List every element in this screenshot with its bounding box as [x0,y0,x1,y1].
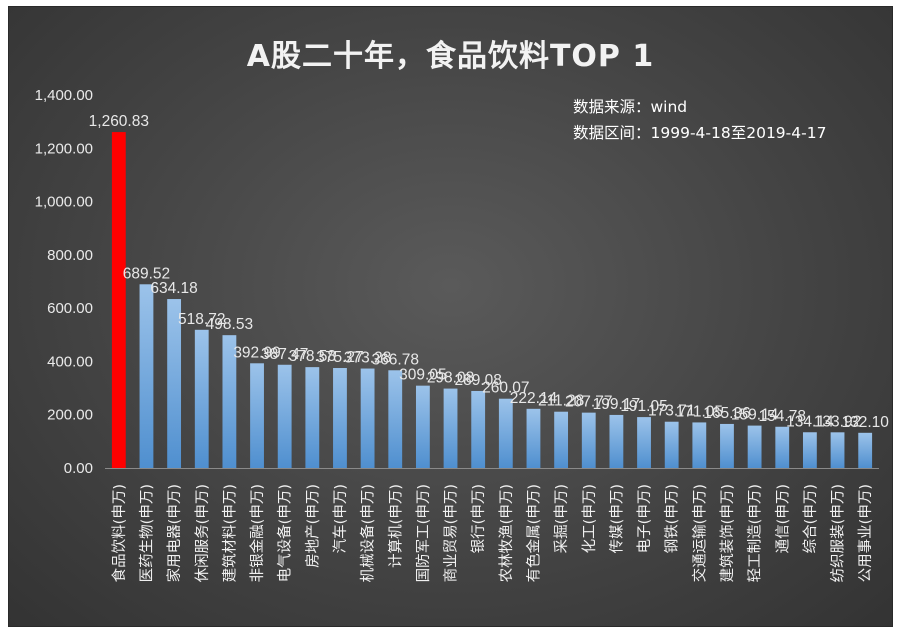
bar [167,299,182,468]
y-tick-label: 200.00 [47,407,93,424]
x-category-label: 通信(申万) [774,484,791,553]
y-tick-label: 0.00 [64,460,93,477]
data-label: 199.17 [593,396,640,413]
bar [609,414,624,468]
data-label: 378.58 [289,348,336,365]
x-category-label: 建筑装饰(申万) [719,484,736,582]
x-category-label: 有色金属(申万) [525,484,542,582]
x-category-label: 传媒(申万) [608,484,625,553]
bar [139,284,154,468]
y-tick-label: 1,000.00 [35,194,93,211]
bar [775,426,790,468]
x-category-label: 化工(申万) [581,484,598,553]
y-tick-label: 1,200.00 [35,140,93,157]
bar [333,368,347,468]
x-category-label: 建筑材料(申万) [221,484,238,582]
data-label: 207.77 [565,394,612,411]
data-label: 222.14 [510,390,558,407]
chart-title: A股二十年，食品饮料TOP 1 [246,39,655,74]
data-source-note: 数据来源：wind [573,98,688,116]
x-category-label: 食品饮料(申万) [111,484,128,582]
x-category-label: 综合(申万) [802,484,819,553]
x-category-label: 交通运输(申万) [690,484,708,582]
bar [277,364,292,468]
x-category-label: 商业贸易(申万) [443,484,460,582]
bar [443,388,458,468]
data-label: 132.10 [841,414,889,431]
data-label: 387.47 [261,346,308,363]
x-category-label: 轻工制造(申万) [747,484,764,582]
data-label: 173.71 [648,403,695,420]
x-category-label: 电子(申万) [636,484,653,553]
x-category-label: 机械设备(申万) [360,484,377,582]
y-tick-label: 1,400.00 [35,87,93,104]
x-category-label: 钢铁(申万) [664,484,681,553]
x-category-label: 农林牧渔(申万) [498,484,515,582]
data-label: 309.05 [399,367,446,384]
bar [720,423,734,468]
bar [637,417,651,468]
x-category-label: 纺织服装(申万) [830,484,847,582]
data-label: 392.99 [233,344,280,361]
bar [692,422,707,468]
bar [415,385,430,468]
x-category-label: 公用事业(申万) [857,484,874,582]
y-tick-label: 800.00 [47,247,93,264]
data-label: 134.14 [786,413,834,430]
data-label: 689.52 [123,265,170,282]
data-label: 373.28 [344,350,391,367]
bar [498,398,513,468]
chart-panel: A股二十年，食品饮料TOP 1 数据来源：wind 数据区间：1999-4-18… [8,6,893,627]
x-category-label: 家用电器(申万) [166,484,183,582]
x-category-label: 休闲服务(申万) [194,484,211,582]
data-label: 498.53 [206,316,253,333]
x-category-label: 汽车(申万) [332,484,349,553]
data-label: 366.78 [372,351,419,368]
y-tick-label: 600.00 [47,300,93,317]
data-label: 133.92 [814,413,861,430]
data-label: 289.08 [454,372,501,389]
x-category-label: 电气设备(申万) [277,484,294,582]
bar [194,329,209,468]
y-tick-label: 400.00 [47,353,93,370]
data-label: 191.05 [620,398,667,415]
bar [388,370,403,468]
x-category-label: 银行(申万) [470,484,487,553]
data-label: 165.36 [703,405,750,422]
bar-chart: 0.00 200.00 400.00 600.00 800.00 1,000.00 1,20… [35,87,890,582]
bar [305,367,320,468]
data-label: 518.72 [178,311,225,328]
x-category-label: 医药生物(申万) [138,484,155,582]
bar [360,368,375,468]
data-label: 211.28 [538,393,584,410]
bar [858,432,873,468]
data-label: 159.14 [731,407,779,424]
data-label: 154.78 [759,408,806,425]
bar [222,335,237,468]
bar [581,412,596,468]
bar [554,411,569,468]
data-period-note: 数据区间：1999-4-18至2019-4-17 [573,124,827,142]
x-category-label: 国防军工(申万) [415,484,432,582]
bar [111,132,126,468]
data-label: 1,260.83 [89,113,149,130]
bar [802,432,817,468]
bar [664,421,679,468]
bar [747,425,762,468]
x-category-label: 采掘(申万) [553,484,570,553]
data-label: 298.08 [427,370,474,387]
bar [250,363,264,468]
bar [830,432,845,468]
data-label: 375.27 [316,349,363,366]
x-category-label: 计算机(申万) [387,484,404,568]
data-label: 171.05 [676,403,723,420]
bar [526,408,541,468]
x-category-label: 非银金融(申万) [249,484,266,582]
data-label: 634.18 [150,280,197,297]
bar [471,390,486,468]
x-category-label: 房地产(申万) [304,484,321,568]
data-label: 260.07 [482,380,529,397]
